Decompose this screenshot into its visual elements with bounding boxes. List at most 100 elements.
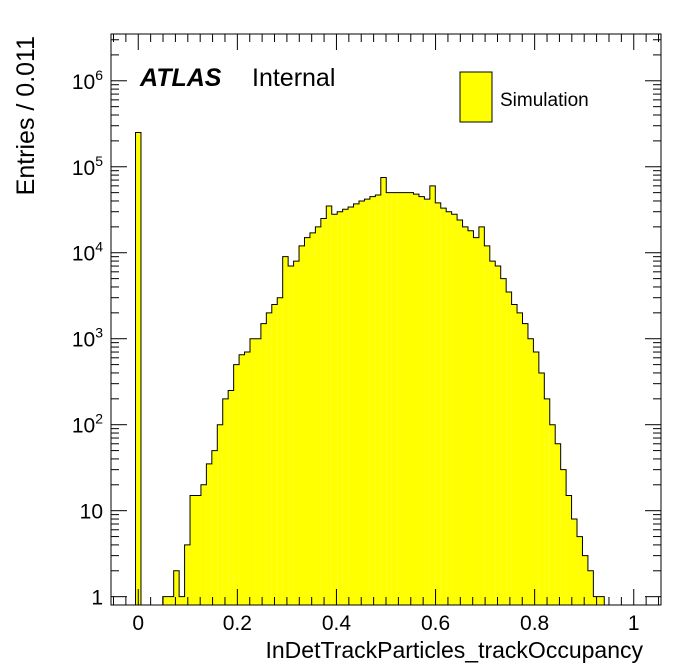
- histogram-bar: [282, 256, 289, 605]
- histogram-bar: [162, 596, 169, 605]
- histogram-bar: [446, 211, 452, 605]
- histogram-bar: [440, 208, 447, 605]
- histogram-bar: [544, 398, 550, 605]
- histogram-bar: [358, 200, 365, 606]
- histogram-outline: [135, 132, 605, 605]
- legend: Simulation: [459, 71, 589, 123]
- histogram-bar: [211, 450, 218, 605]
- histogram-bar: [413, 194, 419, 606]
- histogram-bar: [457, 220, 463, 605]
- histogram-bar: [429, 185, 436, 605]
- histogram-bar: [451, 214, 458, 605]
- histogram-bar: [517, 312, 523, 605]
- histogram-bar: [222, 398, 229, 605]
- histogram-bar: [391, 192, 398, 605]
- y-tick-label: 1: [91, 587, 103, 610]
- histogram-bar: [239, 354, 245, 605]
- histogram-bar: [233, 364, 240, 605]
- y-axis-label: Entries / 0.011: [12, 36, 40, 195]
- x-axis-tick-labels: 0 0.2 0.4 0.6 0.8 1: [132, 612, 639, 635]
- histogram-bar: [560, 469, 567, 605]
- histogram-bar: [260, 323, 267, 605]
- histogram-bar: [369, 196, 376, 605]
- histogram-bar: [179, 596, 185, 605]
- histogram-bar: [293, 261, 300, 605]
- histogram-bar: [473, 237, 479, 605]
- histogram-bar: [506, 291, 512, 605]
- histogram-bar: [331, 214, 338, 605]
- histogram-bar: [228, 390, 234, 605]
- histogram-bar: [511, 304, 518, 605]
- histogram-bar: [418, 196, 425, 605]
- histogram-bar: [468, 230, 474, 605]
- histogram-bar: [549, 424, 556, 605]
- atlas-label: ATLAS: [139, 64, 222, 92]
- histogram-bar: [190, 495, 196, 605]
- histogram-bars: [135, 132, 605, 606]
- histogram-bar: [249, 338, 256, 605]
- histogram-bar: [348, 207, 354, 606]
- histogram-bar: [288, 266, 294, 605]
- histogram-bar: [299, 245, 305, 605]
- histogram-bar: [598, 596, 605, 605]
- histogram-bar: [408, 192, 414, 605]
- y-tick-label: 10: [80, 501, 103, 524]
- histogram-bar: [484, 245, 490, 605]
- histogram-bar: [315, 226, 321, 605]
- y-tick-label: 105: [72, 153, 103, 180]
- histogram-bar: [435, 202, 441, 605]
- histogram-bar: [206, 463, 212, 605]
- histogram-bar: [424, 199, 430, 605]
- histogram-bar: [587, 570, 594, 605]
- legend-swatch: [459, 71, 493, 123]
- y-tick-label: 103: [72, 325, 103, 352]
- histogram-bar: [571, 519, 578, 605]
- x-axis-label: InDetTrackParticles_trackOccupancy: [265, 637, 643, 663]
- histogram-bar: [342, 209, 349, 606]
- histogram-bar: [320, 218, 327, 605]
- histogram-bar: [304, 237, 310, 605]
- histogram-bar: [397, 192, 403, 605]
- histogram-bar: [173, 570, 180, 605]
- histogram-bar: [266, 312, 272, 605]
- histogram-bar: [337, 211, 343, 605]
- histogram-bar: [135, 132, 141, 605]
- histogram-bar: [326, 205, 332, 605]
- y-axis-ticks: [111, 39, 661, 598]
- histogram-bar: [386, 192, 392, 605]
- histogram-bar: [566, 495, 572, 605]
- histogram-bar: [255, 338, 261, 605]
- histogram-bar: [522, 323, 528, 605]
- histogram-bar: [380, 177, 387, 605]
- histogram-bar: [375, 194, 381, 605]
- histogram-bar: [309, 232, 316, 605]
- histogram-bar: [489, 261, 496, 605]
- x-tick-label: 0.2: [223, 612, 252, 635]
- histogram-bar: [184, 544, 191, 605]
- histogram-bar: [495, 266, 501, 605]
- histogram-bar: [538, 372, 545, 605]
- histogram-bar: [555, 443, 561, 605]
- histogram-bar: [271, 304, 278, 605]
- histogram-bar: [168, 596, 174, 605]
- histogram-bar: [577, 536, 583, 605]
- histogram-bar: [462, 226, 469, 605]
- y-tick-label: 102: [72, 411, 103, 438]
- x-tick-label: 1: [628, 612, 640, 635]
- histogram-bar: [533, 352, 539, 605]
- y-tick-label: 106: [72, 67, 103, 94]
- histogram-bar: [353, 203, 359, 605]
- x-axis-ticks: [112, 34, 660, 605]
- histogram-bar: [500, 278, 507, 605]
- histogram-bar: [200, 484, 207, 605]
- legend-label: Simulation: [500, 90, 589, 111]
- internal-label: Internal: [252, 64, 335, 92]
- x-tick-label: 0.4: [322, 612, 352, 635]
- histogram-bar: [402, 192, 409, 605]
- x-tick-label: 0.8: [520, 612, 549, 635]
- histogram-bar: [244, 352, 250, 605]
- histogram-bar: [582, 555, 588, 605]
- histogram-bar: [364, 199, 370, 605]
- histogram-bar: [478, 226, 485, 605]
